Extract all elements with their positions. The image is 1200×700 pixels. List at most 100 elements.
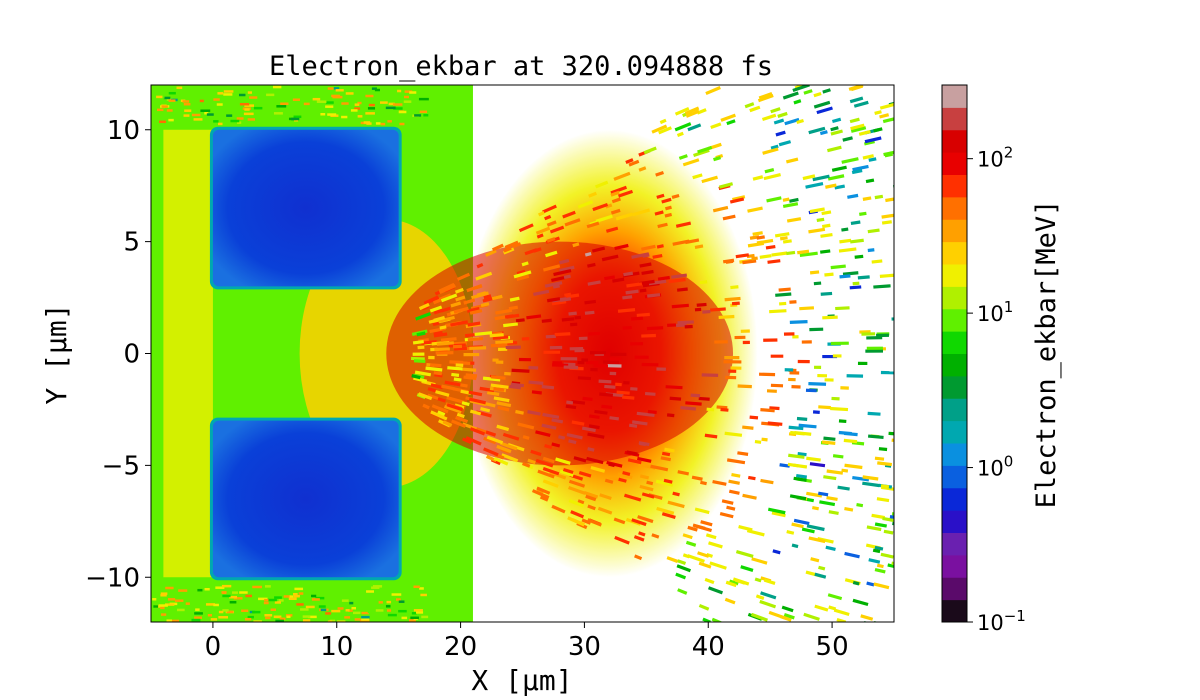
heatmap-speckle	[170, 619, 180, 622]
heatmap-speckle	[252, 610, 261, 614]
heatmap-streaks	[152, 85, 894, 622]
heatmap-streak	[479, 386, 495, 393]
heatmap-speckle	[311, 598, 320, 601]
heatmap-streak	[867, 434, 884, 440]
heatmap-streak	[535, 430, 551, 437]
heatmap-speckle	[184, 121, 192, 125]
heatmap-streak	[574, 348, 585, 353]
heatmap-streak	[496, 444, 512, 454]
heatmap-streak	[499, 441, 518, 451]
heatmap-speckle	[302, 619, 311, 622]
heatmap-streak	[601, 254, 619, 262]
heatmap-streak	[809, 462, 826, 468]
heatmap-streak	[436, 341, 454, 346]
heatmap-streak	[770, 107, 781, 114]
heatmap-speckle	[188, 87, 199, 91]
heatmap-speckle	[228, 595, 238, 599]
heatmap-streak	[726, 458, 746, 465]
heatmap-streak	[789, 197, 799, 203]
heatmap-streak	[781, 605, 794, 613]
heatmap-streak	[584, 310, 595, 315]
heatmap-streak	[876, 497, 890, 503]
heatmap-streak	[489, 333, 504, 338]
heatmap-streak	[423, 295, 439, 305]
heatmap-streak	[634, 355, 649, 359]
heatmap-streak	[668, 277, 686, 284]
heatmap-streak	[674, 122, 692, 132]
heatmap-speckle	[174, 599, 184, 602]
heatmap-streak	[449, 360, 464, 365]
heatmap-streak	[493, 396, 510, 403]
heatmap-speckle	[264, 614, 273, 617]
heatmap-streak	[720, 407, 729, 412]
colorbar-swatch	[942, 353, 967, 377]
heatmap-streak	[617, 308, 636, 313]
heatmap-streak	[757, 93, 774, 103]
x-tick-label: 40	[692, 632, 725, 662]
heatmap-speckle	[337, 620, 346, 622]
heatmap-speckle	[223, 90, 234, 93]
heatmap-streak	[761, 437, 768, 442]
heatmap-streak	[809, 327, 824, 332]
heatmap-speckle	[308, 615, 317, 619]
heatmap-speckle	[325, 105, 334, 108]
heatmap-streak	[518, 357, 531, 362]
heatmap-streak	[796, 416, 808, 421]
heatmap-speckle	[331, 609, 341, 613]
heatmap-streak	[559, 265, 575, 273]
heatmap-streak	[718, 314, 735, 320]
heatmap-streak	[570, 510, 585, 519]
heatmap-speckle	[244, 617, 252, 621]
heatmap-streak	[587, 447, 595, 452]
heatmap-speckle	[206, 603, 216, 606]
heatmap-speckle	[152, 598, 157, 601]
heatmap-streak	[754, 577, 762, 583]
heatmap-streak	[566, 400, 574, 405]
heatmap-speckle	[349, 601, 354, 605]
heatmap-streak	[485, 430, 497, 437]
heatmap-speckle	[361, 618, 370, 621]
heatmap-streak	[735, 550, 754, 558]
heatmap-speckle	[273, 112, 283, 115]
heatmap-streak	[731, 473, 741, 478]
heatmap-speckle	[286, 615, 291, 619]
heatmap-streak	[779, 236, 788, 241]
heatmap-streak	[879, 273, 894, 278]
heatmap-streak	[427, 393, 439, 401]
colorbar-swatch	[942, 510, 967, 533]
heatmap-speckle	[367, 610, 375, 614]
y-tick-label: −10	[85, 563, 140, 593]
heatmap-streak	[598, 379, 612, 384]
heatmap-speckle	[300, 608, 309, 611]
heatmap-speckle	[380, 122, 386, 126]
heatmap-streak	[590, 367, 598, 372]
heatmap-streak	[730, 285, 739, 290]
heatmap-speckle	[296, 603, 304, 606]
heatmap-streak	[691, 475, 703, 481]
heatmap-streak	[883, 150, 894, 157]
heatmap-streak	[740, 565, 754, 572]
heatmap-streak	[842, 271, 859, 276]
heatmap-streak	[456, 272, 471, 281]
heatmap-streak	[493, 387, 505, 392]
heatmap-speckle	[348, 609, 353, 612]
heatmap-speckle	[365, 94, 374, 98]
heatmap-streak	[698, 396, 710, 401]
heatmap-streak	[618, 477, 627, 483]
heatmap-plot-area	[151, 85, 894, 622]
heatmap-streak	[664, 205, 672, 211]
heatmap-streak	[515, 318, 525, 323]
heatmap-speckle	[178, 589, 188, 592]
heatmap-speckle	[375, 122, 381, 125]
heatmap-streak	[639, 441, 647, 447]
heatmap-streak	[822, 88, 831, 94]
heatmap-speckle	[278, 99, 288, 103]
heatmap-streak	[698, 603, 710, 611]
heatmap-speckle	[198, 607, 204, 610]
heatmap-streak	[882, 516, 894, 523]
heatmap-streak	[883, 529, 894, 535]
heatmap-streak	[657, 275, 670, 281]
heatmap-speckle	[293, 594, 300, 598]
heatmap-streak	[812, 410, 820, 414]
heatmap-streak	[830, 129, 843, 136]
